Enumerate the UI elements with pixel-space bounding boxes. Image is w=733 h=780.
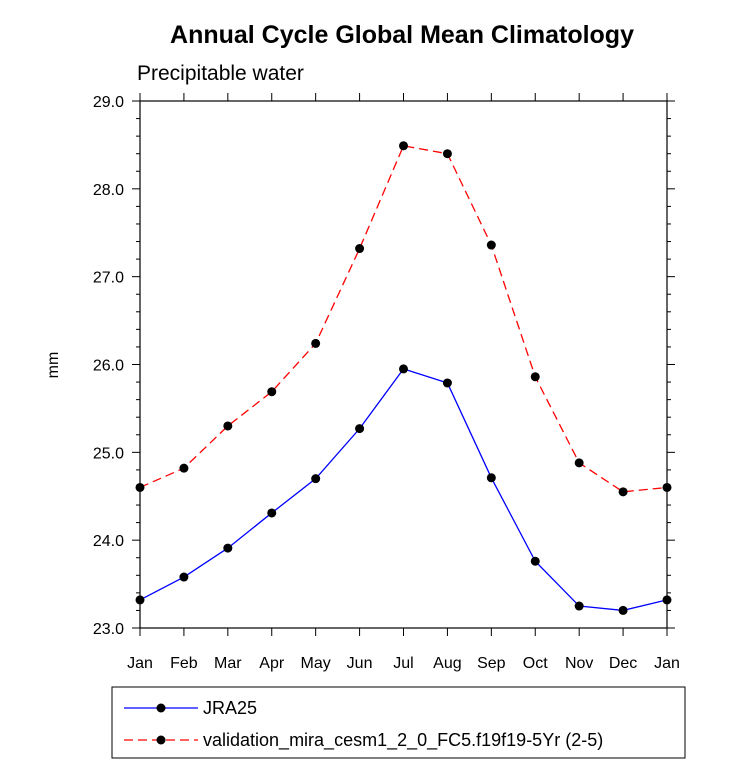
data-point [574, 601, 584, 611]
x-tick-label: Feb [170, 655, 198, 672]
data-point [223, 421, 233, 431]
data-point [399, 141, 408, 151]
chart-title: Annual Cycle Global Mean Climatology [170, 21, 634, 49]
data-point [399, 364, 408, 374]
axis-ticks [132, 93, 675, 636]
data-point [486, 240, 496, 250]
data-point [223, 543, 233, 553]
series-line [139, 368, 668, 612]
data-point [662, 595, 672, 605]
legend-label: JRA25 [203, 698, 257, 718]
y-axis-label: mm [45, 352, 62, 379]
legend-box [111, 686, 686, 759]
series-2 [135, 141, 672, 497]
series-line [139, 145, 668, 493]
x-tick-label: Oct [523, 655, 548, 672]
x-tick-label: Jan [127, 655, 153, 672]
data-point [311, 338, 321, 348]
legend-marker [156, 703, 166, 713]
data-point [355, 424, 365, 434]
data-point [442, 378, 452, 388]
x-tick-label: Sep [477, 655, 506, 672]
x-tick-label: Jan [654, 655, 680, 672]
y-tick-label: 29.0 [93, 94, 124, 111]
data-point [311, 474, 321, 484]
data-point [179, 463, 189, 473]
y-tick-label: 28.0 [93, 182, 124, 199]
x-tick-label: Jul [393, 655, 413, 672]
legend-label: validation_mira_cesm1_2_0_FC5.f19f19-5Yr… [203, 730, 603, 751]
series-layer [135, 141, 672, 615]
data-point [355, 244, 365, 254]
data-point [618, 605, 628, 615]
legend: JRA25 validation_mira_cesm1_2_0_FC5.f19f1… [124, 698, 603, 751]
y-tick-label: 26.0 [93, 358, 124, 375]
x-tick-label: Dec [609, 655, 637, 672]
x-tick-label: Aug [433, 655, 461, 672]
data-point [574, 458, 584, 468]
data-point [530, 556, 540, 566]
data-point [135, 595, 145, 605]
axis-tick-labels: Jan Feb Mar Apr May Jun Jul Aug Sep Oct Nov Dec Jan2… [93, 94, 680, 672]
legend-marker [156, 735, 166, 745]
series-1 [135, 364, 672, 615]
x-tick-label: Jun [347, 655, 373, 672]
data-point [662, 482, 672, 492]
legend-entry: validation_mira_cesm1_2_0_FC5.f19f19-5Yr… [124, 730, 603, 751]
data-point [179, 572, 189, 582]
data-point [267, 508, 277, 518]
x-tick-label: Apr [259, 655, 285, 672]
y-tick-label: 27.0 [93, 270, 124, 287]
data-point [267, 387, 277, 397]
data-point [442, 149, 452, 159]
data-point [135, 482, 145, 492]
data-point [486, 473, 496, 483]
data-point [618, 487, 628, 497]
x-tick-label: Mar [214, 655, 242, 672]
y-tick-label: 23.0 [93, 621, 124, 638]
x-tick-label: Nov [565, 655, 593, 672]
y-tick-label: 25.0 [93, 445, 124, 462]
y-tick-label: 24.0 [93, 533, 124, 550]
legend-entry: JRA25 [124, 698, 257, 718]
x-tick-label: May [301, 655, 331, 672]
chart-subtitle: Precipitable water [137, 62, 304, 85]
data-point [530, 372, 540, 382]
